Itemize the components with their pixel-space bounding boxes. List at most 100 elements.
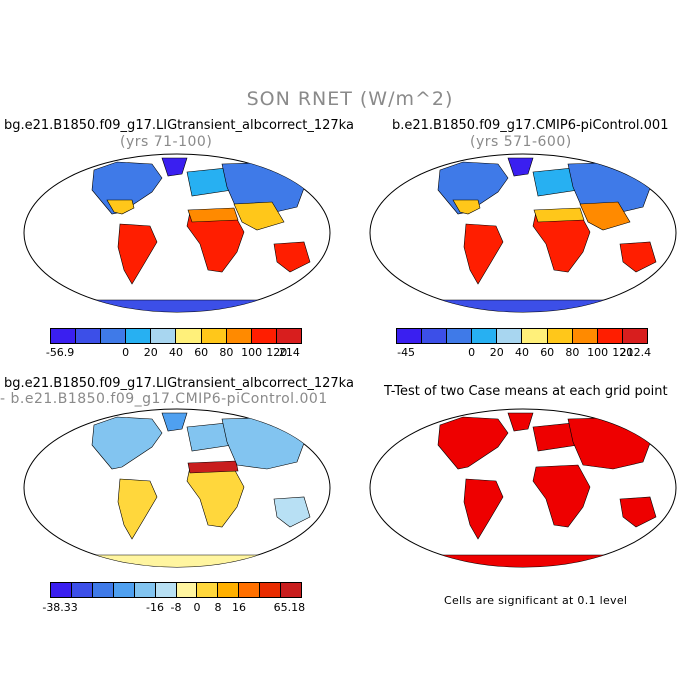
colorbar-tick-label: -56.9 [45,346,75,359]
colorbar-tick-label: 16 [232,601,246,614]
colorbar-tick-label: 60 [194,346,209,359]
panel1-subtitle: (yrs 71-100) [120,134,213,150]
colorbar-swatch [218,583,240,597]
colorbar-swatch [239,583,261,597]
colorbar-tick-label: 20 [143,346,158,359]
panel2-colorbar-labels: -45 0 20 40 60 80 100 120 212.4 [396,346,651,360]
colorbar-tick-label: 120 [612,346,634,359]
figure-title: SON RNET (W/m^2) [246,88,454,110]
colorbar-swatch [572,329,598,343]
colorbar-tick-label: 60 [540,346,555,359]
panel3-colorbar-labels: -38.33 -16 -8 0 8 16 65.18 [42,601,305,615]
africa [186,464,245,528]
panel3-title: bg.e21.B1850.f09_g17.LIGtransient_albcor… [4,376,354,391]
greenland [161,412,188,432]
colorbar-swatch [226,329,252,343]
africa-north [533,207,585,223]
colorbar-swatch [276,329,301,343]
antarctica [377,554,669,567]
colorbar-swatch [92,583,114,597]
south-asia [233,201,285,231]
south-america [117,478,158,540]
south-asia [579,201,631,231]
colorbar-swatch [176,583,198,597]
colorbar-tick-label: 212.4 [619,346,652,359]
colorbar-tick-label: 40 [169,346,183,359]
colorbar-swatch [176,329,202,343]
colorbar-swatch [260,583,282,597]
colorbar-tick-label: 0 [122,346,130,359]
colorbar-swatch [155,583,177,597]
panel4-title: T-Test of two Case means at each grid po… [384,384,668,399]
colorbar-swatch [197,583,219,597]
colorbar-swatch [126,329,152,343]
australia [619,496,657,528]
greenland [161,157,188,177]
colorbar-tick-label: 8 [214,601,222,614]
antarctica [377,299,669,312]
panel2-subtitle: (yrs 571-600) [470,134,572,150]
colorbar-swatch [397,329,423,343]
colorbar-swatch [422,329,448,343]
south-america [117,223,158,285]
africa-north [187,207,239,223]
colorbar-tick-label: 120 [266,346,288,359]
colorbar-tick-label: 65.18 [273,601,306,614]
colorbar-tick-label: -45 [397,346,416,359]
panel1-map [23,153,331,313]
colorbar-tick-label: 0 [193,601,201,614]
colorbar-tick-label: 80 [219,346,234,359]
north-america-south [106,199,135,215]
south-america [463,223,504,285]
panel1-colorbar-labels: -56.9 0 20 40 60 80 100 120 214 [46,346,302,360]
colorbar-swatch [201,329,227,343]
colorbar-swatch [497,329,523,343]
australia [273,241,311,273]
panel3-colorbar [50,582,302,598]
colorbar-swatch [151,329,177,343]
colorbar-tick-label: -38.33 [42,601,78,614]
colorbar-swatch [134,583,156,597]
colorbar-swatch [622,329,647,343]
sahel-band [187,460,239,474]
colorbar-swatch [597,329,623,343]
colorbar-swatch [447,329,473,343]
panel1-colorbar [50,328,302,344]
colorbar-swatch [113,583,135,597]
north-america [437,416,509,470]
panel2-title: b.e21.B1850.f09_g17.CMIP6-piControl.001 [392,118,669,133]
australia [273,496,311,528]
colorbar-swatch [71,583,93,597]
colorbar-tick-label: 80 [565,346,580,359]
panel3-map [23,408,331,568]
colorbar-tick-label: 40 [515,346,529,359]
africa [532,464,591,528]
antarctica [31,299,323,312]
antarctica [31,554,323,567]
colorbar-swatch [547,329,573,343]
colorbar-tick-label: 100 [241,346,263,359]
north-america-south [452,199,481,215]
panel2-colorbar [396,328,648,344]
greenland [507,412,534,432]
greenland [507,157,534,177]
colorbar-tick-label: 20 [489,346,504,359]
colorbar-swatch [51,583,72,597]
panel1-title: bg.e21.B1850.f09_g17.LIGtransient_albcor… [4,118,354,133]
colorbar-tick-label: 214 [278,346,300,359]
colorbar-tick-label: 0 [468,346,476,359]
colorbar-swatch [281,583,302,597]
colorbar-swatch [251,329,277,343]
colorbar-swatch [101,329,127,343]
colorbar-tick-label: -16 [146,601,164,614]
colorbar-swatch [51,329,77,343]
north-america [91,416,163,470]
panel3-subtitle: - b.e21.B1850.f09_g17.CMIP6-piControl.00… [0,391,328,407]
panel4-note: Cells are significant at 0.1 level [444,594,628,607]
colorbar-tick-label: 100 [587,346,609,359]
colorbar-swatch [522,329,548,343]
australia [619,241,657,273]
panel2-map [369,153,677,313]
panel4-map [369,408,677,568]
colorbar-swatch [472,329,498,343]
